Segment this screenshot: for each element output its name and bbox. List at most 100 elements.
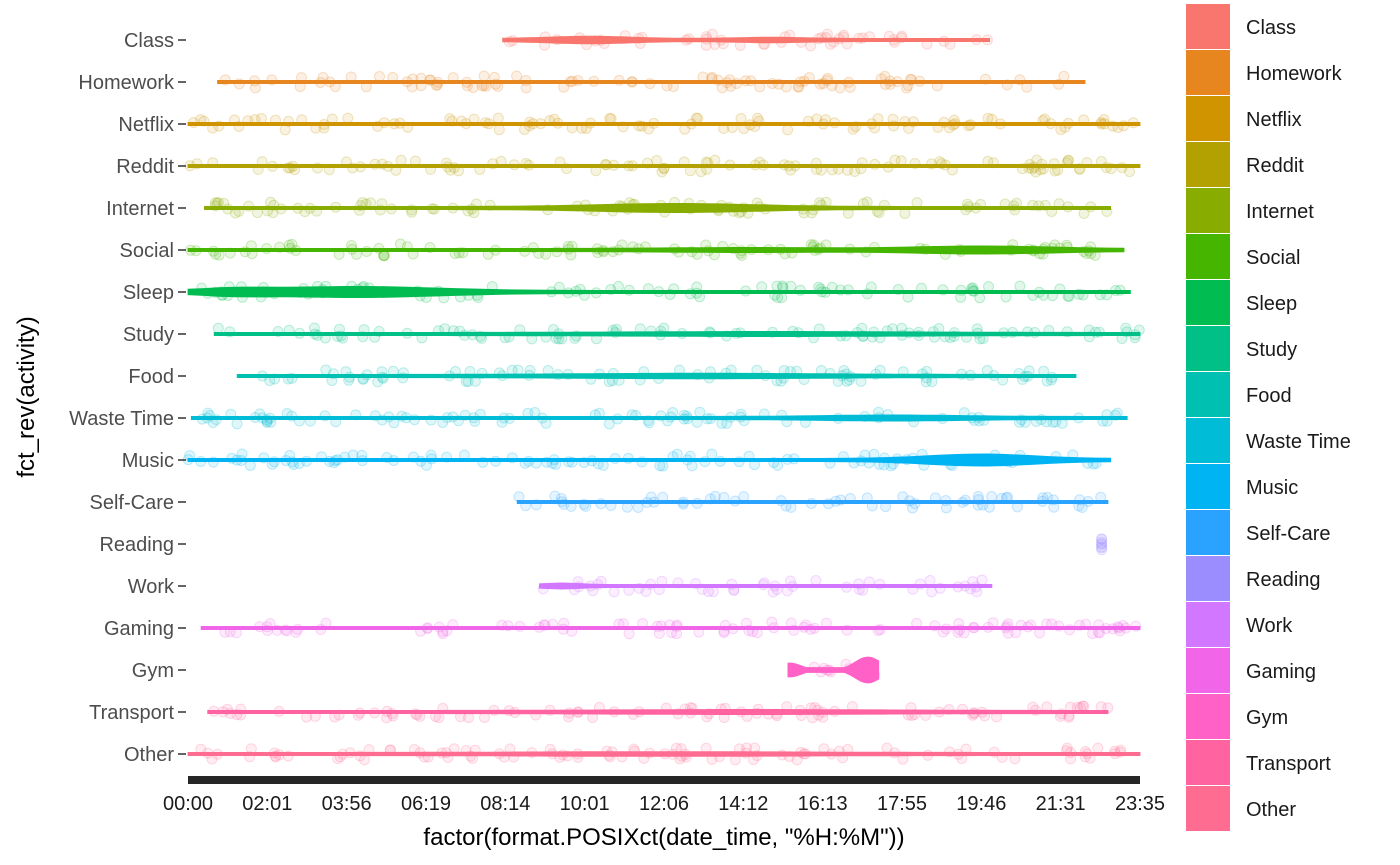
point-homework — [478, 70, 490, 82]
point-waste-time — [603, 418, 615, 430]
point-netflix — [493, 124, 505, 136]
violin-reddit — [187, 164, 1141, 168]
legend-key-reddit — [1186, 142, 1230, 187]
point-netflix — [342, 112, 354, 124]
x-tick-label: 19:46 — [956, 793, 1006, 815]
legend-label: Gym — [1246, 707, 1288, 729]
violin-class — [502, 35, 990, 45]
legend-key-study — [1186, 326, 1230, 371]
point-self-care — [709, 490, 721, 502]
y-tick-label: Internet — [106, 198, 174, 220]
point-gaming — [623, 628, 635, 640]
point-reading — [1096, 544, 1108, 556]
y-tick-label: Reddit — [116, 156, 174, 178]
y-tick-label: Food — [128, 366, 174, 388]
point-waste-time — [231, 418, 243, 430]
point-homework — [520, 82, 532, 94]
x-axis: 00:00 02:01 03:56 06:19 08:14 10:01 12:06 14:12… — [163, 776, 1165, 815]
legend: Class Homework Netflix Reddit Internet Social… — [1186, 4, 1351, 831]
violin-transport — [207, 709, 1109, 715]
point-study — [1120, 322, 1132, 334]
legend-label: Work — [1246, 615, 1293, 637]
legend-label: Self-Care — [1246, 523, 1330, 545]
x-tick-label: 21:31 — [1036, 793, 1086, 815]
x-tick-label: 12:06 — [639, 793, 689, 815]
legend-label: Transport — [1246, 753, 1331, 775]
legend-key-waste-time — [1186, 418, 1230, 463]
point-work — [971, 586, 983, 598]
legend-label: Reading — [1246, 569, 1321, 591]
x-tick-label: 03:56 — [322, 793, 372, 815]
violin-gym — [787, 656, 880, 684]
legend-label: Homework — [1246, 63, 1343, 85]
y-tick-label: Homework — [78, 72, 175, 94]
point-waste-time — [694, 406, 706, 418]
y-tick-label: Work — [128, 576, 175, 598]
point-music — [654, 460, 666, 472]
point-music — [671, 448, 683, 460]
legend-key-reading — [1186, 556, 1230, 601]
point-netflix — [752, 112, 764, 124]
legend-label: Waste Time — [1246, 431, 1351, 453]
x-axis-title: factor(format.POSIXct(date_time, "%H:%M"… — [423, 824, 904, 851]
violin-internet — [204, 203, 1111, 213]
point-homework — [249, 82, 261, 94]
point-sleep — [1014, 280, 1026, 292]
y-tick-label: Music — [122, 450, 174, 472]
y-tick-label: Self-Care — [90, 492, 174, 514]
legend-key-internet — [1186, 188, 1230, 233]
legend-label: Other — [1246, 799, 1296, 821]
legend-key-music — [1186, 464, 1230, 509]
point-homework — [834, 82, 846, 94]
legend-key-self-care — [1186, 510, 1230, 555]
point-work — [608, 586, 620, 598]
point-netflix — [1055, 124, 1067, 136]
legend-label: Gaming — [1246, 661, 1316, 683]
violins-layer — [187, 35, 1141, 757]
violin-sleep — [187, 286, 1131, 298]
point-work — [767, 586, 779, 598]
legend-key-netflix — [1186, 96, 1230, 141]
y-tick-label: Netflix — [118, 114, 174, 136]
x-tick-label: 00:00 — [163, 793, 213, 815]
y-tick-label: Transport — [89, 702, 174, 724]
violin-waste-time — [190, 414, 1128, 422]
violin-homework — [217, 80, 1086, 84]
violin-work — [539, 582, 993, 590]
x-tick-label: 08:14 — [480, 793, 530, 815]
point-reading — [1096, 534, 1108, 545]
y-tick-label: Reading — [99, 534, 174, 556]
point-reading — [1096, 533, 1108, 545]
y-tick-label: Other — [124, 744, 174, 766]
point-music — [236, 448, 248, 460]
point-study — [308, 322, 320, 334]
legend-key-other — [1186, 786, 1230, 831]
point-reading — [1096, 542, 1108, 554]
y-tick-label: Social — [120, 240, 174, 262]
y-tick-label: Class — [124, 30, 174, 52]
legend-key-gym — [1186, 694, 1230, 739]
y-tick-label: Waste Time — [69, 408, 174, 430]
y-axis: Class Homework Netflix Reddit Internet Social… — [69, 30, 186, 766]
legend-key-class — [1186, 4, 1230, 49]
point-reddit — [1031, 154, 1043, 166]
violin-food — [236, 372, 1077, 380]
point-study — [212, 322, 224, 334]
legend-key-social — [1186, 234, 1230, 279]
point-reading — [1096, 541, 1108, 553]
violin-reading — [1096, 538, 1108, 550]
legend-key-homework — [1186, 50, 1230, 95]
x-tick-label: 17:55 — [877, 793, 927, 815]
point-reddit — [395, 154, 407, 166]
point-homework — [1058, 70, 1070, 82]
y-axis-title: fct_rev(activity) — [13, 316, 40, 477]
point-netflix — [982, 112, 994, 124]
point-work — [976, 574, 988, 586]
x-tick-label: 02:01 — [242, 793, 292, 815]
legend-label: Music — [1246, 477, 1298, 499]
x-tick-label: 14:12 — [718, 793, 768, 815]
violin-study — [213, 331, 1141, 337]
legend-label: Class — [1246, 17, 1296, 39]
legend-label: Food — [1246, 385, 1292, 407]
x-tick-label: 16:13 — [798, 793, 848, 815]
